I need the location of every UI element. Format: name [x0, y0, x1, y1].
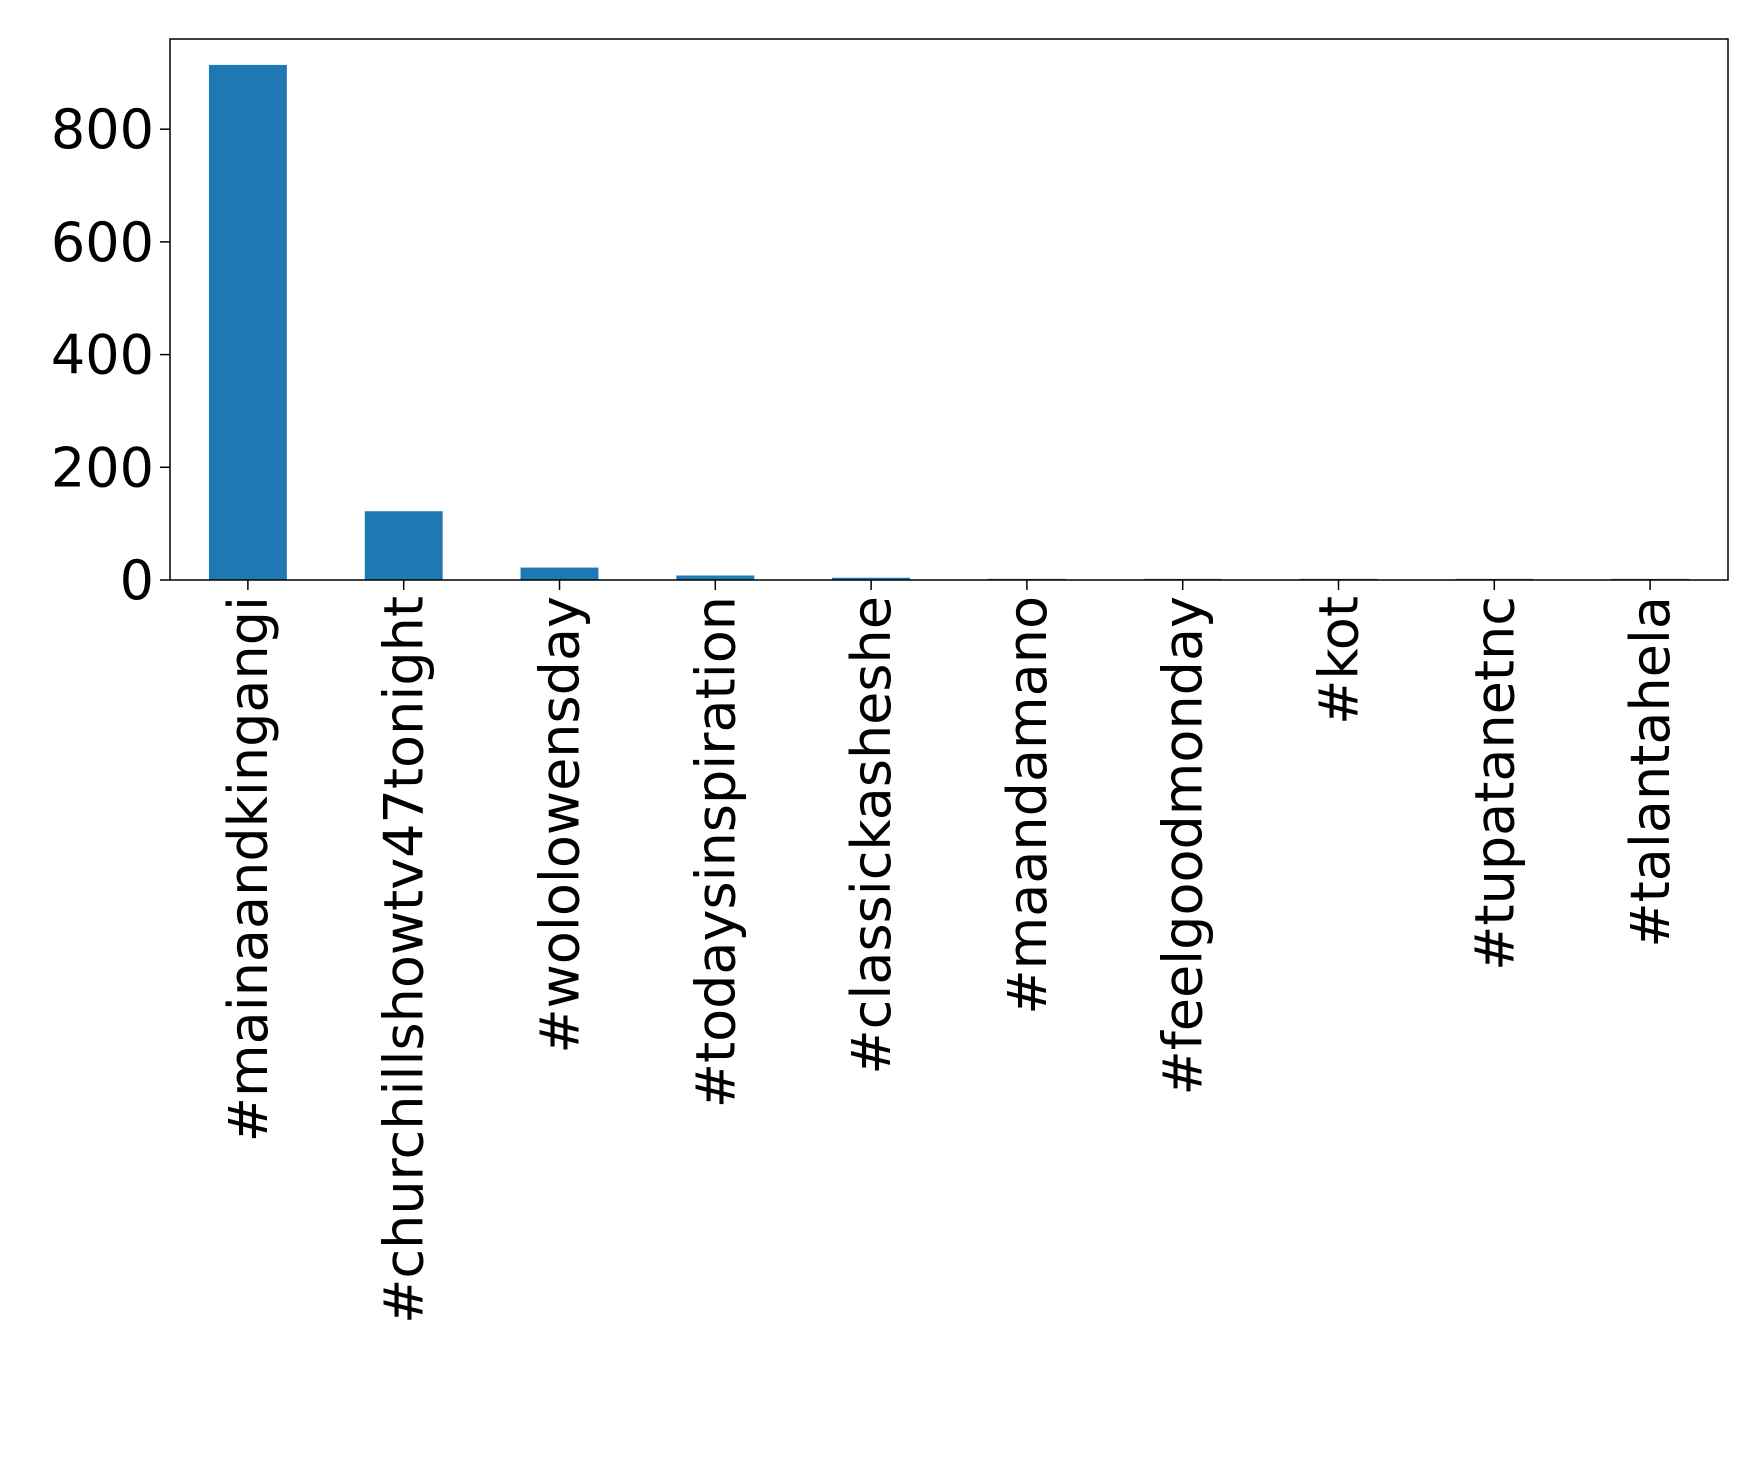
x-tick-label: #maandamano — [996, 596, 1059, 1015]
x-tick-label: #classickasheshe — [840, 596, 903, 1075]
x-tick-label: #mainaandkingangi — [217, 596, 280, 1142]
x-tick-label: #wololowensday — [529, 596, 592, 1054]
bar — [676, 575, 755, 580]
y-tick-label: 600 — [51, 211, 154, 274]
y-tick-label: 400 — [51, 324, 154, 387]
bar — [832, 577, 911, 580]
bar — [364, 511, 443, 580]
x-tick-label: #churchillshowtv47tonight — [373, 596, 436, 1324]
y-tick-label: 0 — [120, 549, 154, 612]
plot-frame — [169, 38, 1729, 581]
y-tick-label: 200 — [51, 436, 154, 499]
bar — [208, 64, 287, 581]
x-tick-label: #kot — [1308, 596, 1371, 725]
bar — [520, 567, 599, 580]
y-tick-label: 800 — [51, 98, 154, 161]
x-tick-label: #todaysinspiration — [684, 596, 747, 1108]
x-tick-label: #tupatanetnc — [1463, 596, 1526, 971]
x-tick-label: #feelgoodmonday — [1152, 596, 1215, 1096]
x-tick-label: #talantahela — [1619, 596, 1682, 948]
